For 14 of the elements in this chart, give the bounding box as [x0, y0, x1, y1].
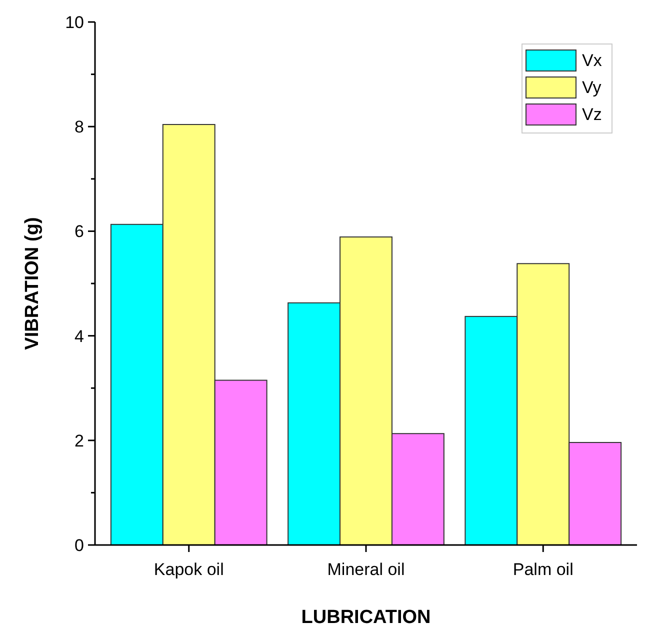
legend-label: Vy [582, 78, 602, 97]
x-axis-title: LUBRICATION [301, 607, 431, 628]
y-tick-label: 6 [74, 222, 84, 242]
x-tick-label: Kapok oil [154, 560, 224, 579]
y-tick-label: 8 [74, 118, 84, 137]
legend-label: Vz [582, 105, 602, 124]
y-tick-label: 10 [65, 12, 84, 32]
x-tick-label: Mineral oil [327, 560, 405, 579]
y-tick-label: 0 [74, 536, 84, 555]
x-tick-label: Palm oil [512, 560, 574, 579]
y-tick-label: 4 [74, 326, 84, 346]
y-axis-title: VIBRATION (g) [22, 217, 43, 350]
y-tick-label: 2 [74, 431, 84, 450]
legend-label: Vx [582, 51, 602, 70]
